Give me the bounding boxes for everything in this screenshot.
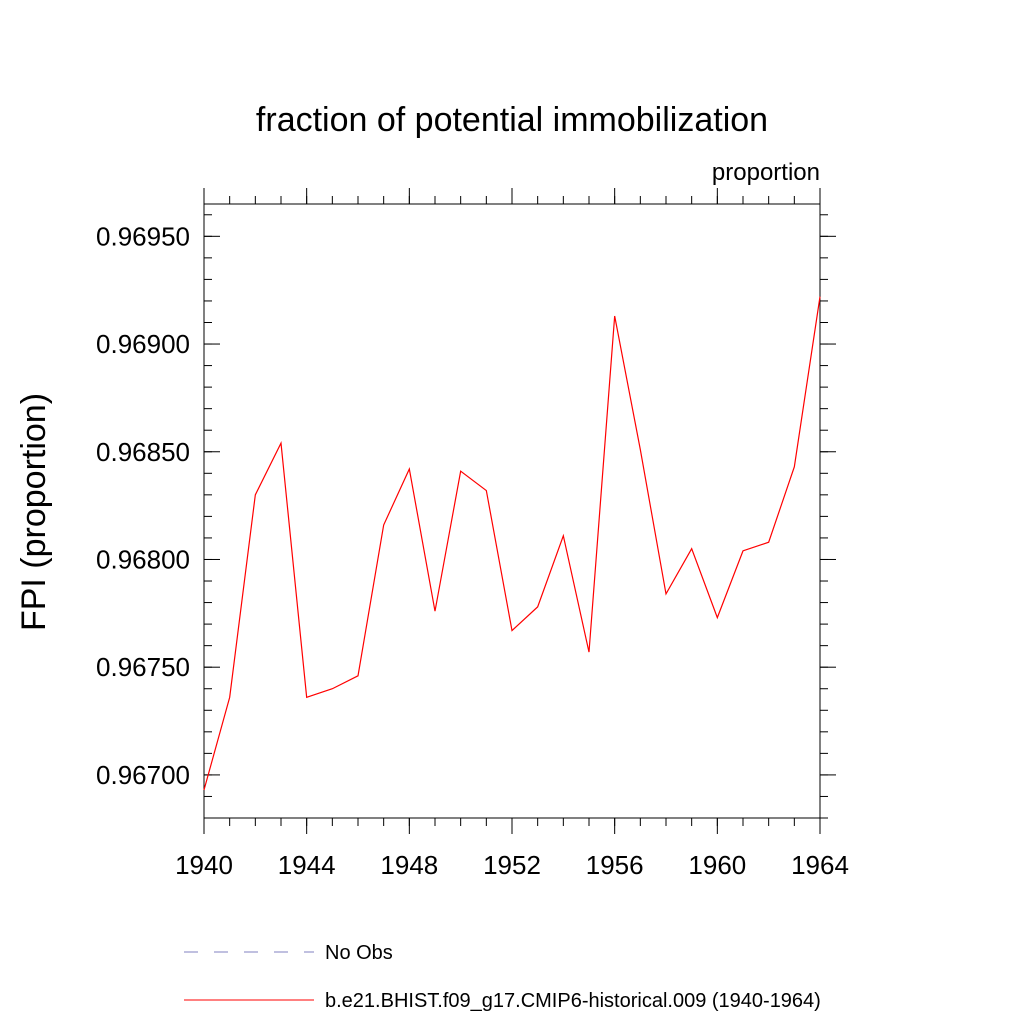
- x-axis: 1940 1944 1948 1952 1956 1960 1964: [175, 188, 849, 880]
- legend-label: b.e21.BHIST.f09_g17.CMIP6-historical.009…: [325, 990, 821, 1012]
- x-tick-label: 1944: [278, 850, 336, 880]
- plot-border: [203, 203, 821, 819]
- x-tick-label: 1952: [483, 850, 541, 880]
- y-tick-label: 0.96750: [96, 652, 190, 682]
- x-tick-label: 1960: [688, 850, 746, 880]
- series-line: [203, 296, 821, 791]
- chart-title: fraction of potential immobilization: [256, 101, 768, 139]
- x-tick-label: 1964: [791, 850, 849, 880]
- chart-subtitle: proportion: [712, 159, 820, 186]
- plot-frame: [203, 203, 821, 819]
- y-tick-label: 0.96700: [96, 760, 190, 790]
- y-axis: 0.96700 0.96750 0.96800 0.96850 0.96900 0.969…: [96, 214, 836, 819]
- y-axis-label: FPI (proportion): [15, 393, 53, 631]
- x-tick-label: 1948: [380, 850, 438, 880]
- x-tick-label: 1956: [586, 850, 644, 880]
- legend-label: No Obs: [325, 942, 393, 964]
- y-tick-label: 0.96850: [96, 437, 190, 467]
- y-tick-label: 0.96900: [96, 329, 190, 359]
- y-tick-label: 0.96950: [96, 221, 190, 251]
- x-tick-label: 1940: [175, 850, 233, 880]
- y-tick-label: 0.96800: [96, 544, 190, 574]
- series-layer: [203, 296, 821, 791]
- legend: No Obs b.e21.BHIST.f09_g17.CMIP6-historic…: [184, 942, 821, 1012]
